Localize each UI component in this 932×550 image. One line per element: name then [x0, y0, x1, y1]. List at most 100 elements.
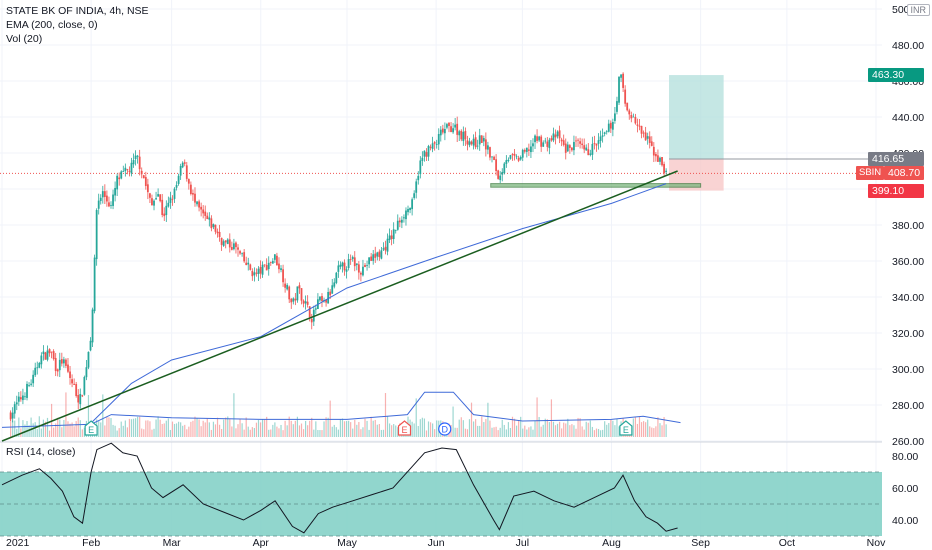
volume-bar	[532, 429, 534, 437]
candle-body	[462, 131, 465, 142]
position-zones	[0, 75, 882, 191]
volume-bar	[513, 418, 516, 437]
volume-bar	[565, 423, 567, 437]
candle-body	[487, 145, 489, 150]
candle-body	[48, 349, 51, 354]
volume-bar	[194, 416, 196, 437]
candle-body	[185, 165, 188, 179]
volume-bar	[462, 420, 464, 437]
candle-body	[290, 298, 293, 303]
entry-price-tag: 416.65	[868, 152, 924, 167]
volume-bar	[161, 423, 163, 437]
event-label: E	[88, 425, 94, 435]
candle-body	[300, 288, 303, 301]
candle-body	[106, 195, 108, 202]
candle-body	[562, 140, 565, 145]
candle-body	[114, 187, 116, 196]
candle-body	[73, 383, 76, 385]
candle-body	[175, 184, 178, 188]
volume-bar	[649, 426, 651, 437]
candle-body	[390, 235, 393, 240]
candle-body	[372, 254, 375, 261]
volume-bar	[583, 429, 585, 437]
candle-body	[62, 359, 65, 364]
volume-bars	[10, 392, 667, 437]
volume-bar	[118, 428, 120, 437]
candle-body	[273, 254, 276, 260]
volume-bar	[141, 428, 143, 437]
volume-bar	[268, 429, 270, 437]
volume-bar	[608, 423, 610, 437]
candle-body	[435, 143, 438, 145]
volume-bar	[259, 422, 262, 437]
candle-body	[226, 239, 229, 244]
candle-body	[472, 138, 475, 146]
volume-bar	[427, 421, 430, 437]
symbol-legend[interactable]: STATE BK OF INDIA, 4h, NSE	[6, 5, 149, 17]
candle-body	[386, 238, 389, 252]
candle-body	[337, 265, 340, 272]
candle-body	[622, 73, 625, 88]
candle-body	[620, 74, 622, 78]
price-tick-label: 360.00	[892, 256, 924, 268]
price-tick-label: 340.00	[892, 292, 924, 304]
candle-body	[519, 157, 522, 160]
volume-bar	[493, 427, 495, 437]
volume-bar	[425, 430, 428, 437]
time-tick-label: 2021	[6, 537, 30, 549]
rsi-legend[interactable]: RSI (14, close)	[6, 446, 76, 458]
volume-bar	[202, 420, 204, 437]
price-tick-label: 300.00	[892, 364, 924, 376]
candle-body	[288, 286, 291, 300]
volume-bar	[257, 419, 260, 437]
candle-body	[341, 262, 344, 267]
volume-bar	[112, 424, 114, 437]
candle-body	[364, 264, 366, 267]
ema-legend[interactable]: EMA (200, close, 0)	[6, 19, 98, 31]
candle-body	[618, 76, 620, 103]
candle-body	[189, 184, 192, 195]
volume-bar	[417, 426, 419, 437]
currency-label[interactable]: INR	[906, 4, 930, 16]
candle-body	[527, 149, 530, 151]
volume-bar	[180, 422, 182, 437]
candle-body	[654, 153, 657, 157]
volume-bar	[22, 420, 24, 437]
volume-bar	[659, 423, 661, 437]
volume-bar	[98, 421, 100, 437]
volume-bar	[147, 420, 149, 437]
volume-bar	[364, 418, 366, 437]
volume-bar	[610, 419, 612, 437]
volume-bar	[305, 420, 307, 437]
volume-bar	[198, 419, 200, 437]
candle-body	[573, 142, 575, 151]
volume-bar	[534, 420, 536, 437]
volume-bar	[276, 426, 278, 437]
candle-body	[245, 262, 248, 266]
volume-bar	[159, 419, 161, 437]
volume-bar	[552, 421, 555, 437]
volume-bar	[497, 430, 499, 437]
volume-bar	[466, 429, 469, 437]
candle-body	[292, 298, 295, 302]
volume-bar	[343, 421, 346, 437]
volume-bar	[487, 402, 489, 437]
candle-body	[224, 240, 227, 243]
candle-body	[204, 211, 207, 216]
candle-body	[458, 131, 461, 136]
volume-bar	[173, 423, 176, 437]
candle-body	[9, 412, 12, 420]
volume-bar	[116, 430, 118, 437]
candle-body	[306, 301, 309, 305]
volume-bar	[503, 424, 505, 437]
volume-bar	[284, 420, 286, 437]
candle-body	[663, 163, 665, 174]
volume-legend[interactable]: Vol (20)	[6, 33, 43, 45]
candle-body	[611, 121, 614, 130]
candle-body	[165, 205, 168, 215]
candle-body	[144, 177, 147, 187]
volume-bar	[120, 421, 122, 437]
volume-bar	[167, 418, 169, 437]
candle-body	[243, 252, 246, 262]
